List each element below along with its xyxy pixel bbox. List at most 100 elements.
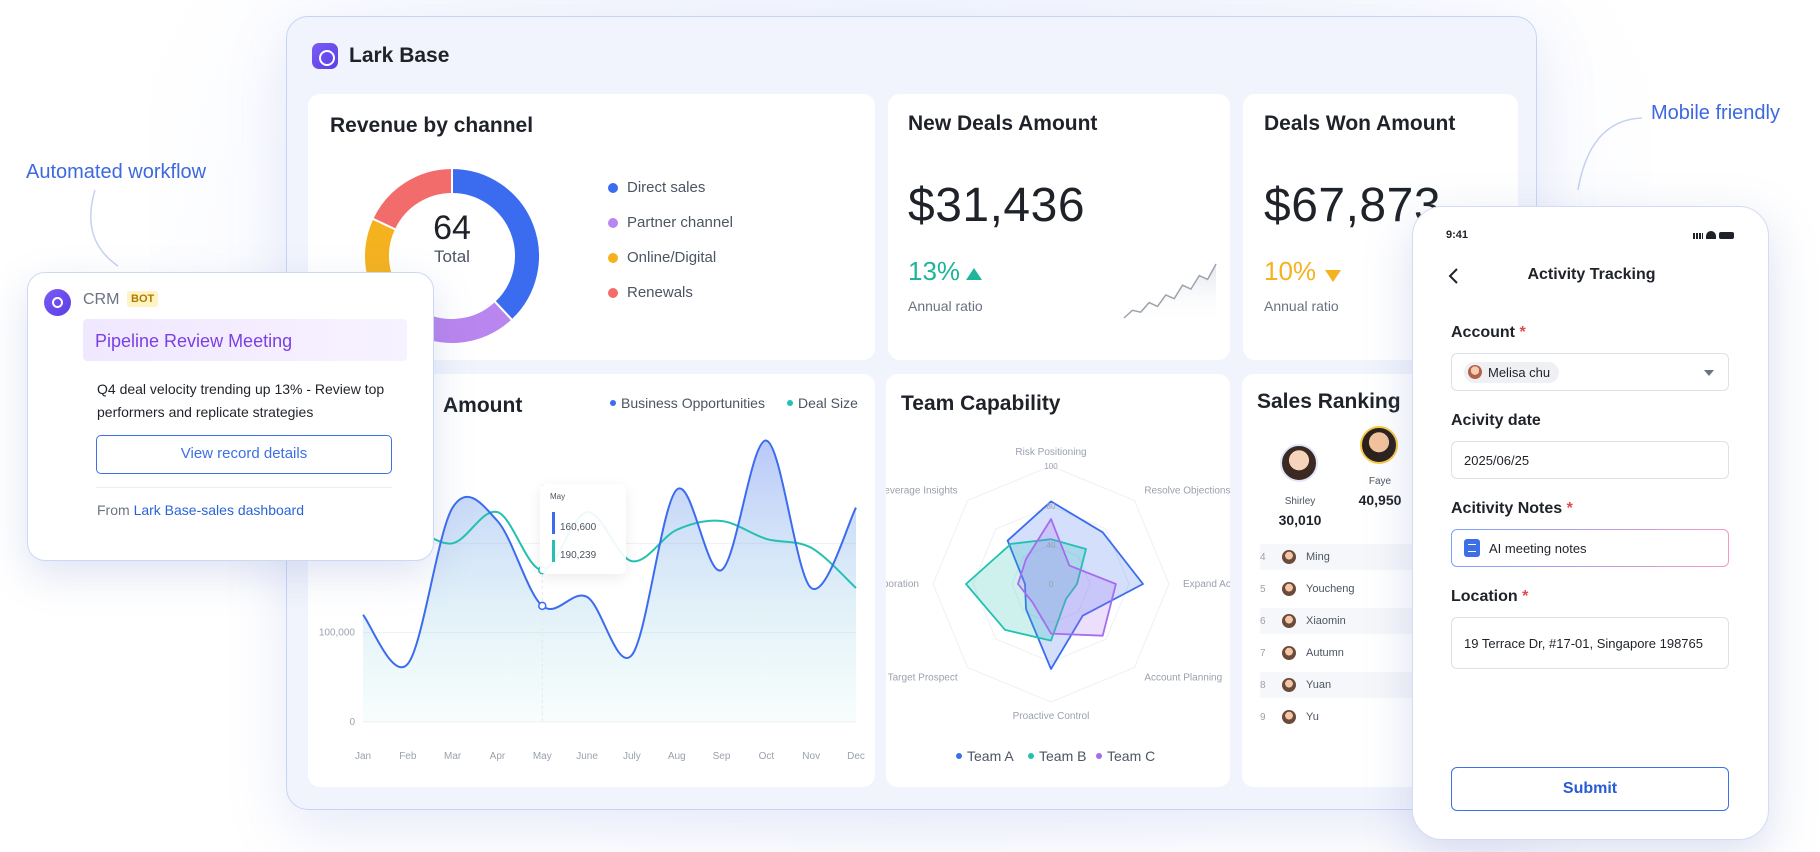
radar-axis-label: Resolve Objections xyxy=(1144,486,1230,497)
x-tick-label: June xyxy=(576,751,598,762)
legend-label: Business Opportunities xyxy=(621,395,765,411)
tooltip-bar-1 xyxy=(552,512,555,534)
rank-number: 6 xyxy=(1260,615,1266,627)
rank-name: Yuan xyxy=(1306,679,1332,691)
legend-direct-sales[interactable]: Direct sales xyxy=(608,179,705,196)
view-record-button[interactable]: View record details xyxy=(96,435,392,474)
list-item[interactable]: 7 Autumn xyxy=(1260,640,1430,666)
list-item[interactable]: 9 Yu xyxy=(1260,704,1430,730)
notes-value: AI meeting notes xyxy=(1489,540,1587,556)
crm-source-line: From Lark Base-sales dashboard xyxy=(97,502,304,518)
rank-number: 9 xyxy=(1260,711,1266,723)
tooltip-bar-2 xyxy=(552,540,555,562)
radar-tick-label: 0 xyxy=(1049,580,1054,589)
new-deals-ratio: 13% xyxy=(908,256,961,286)
chart-tooltip: May 160,600 190,239 xyxy=(540,484,626,574)
avatar xyxy=(1282,678,1296,692)
donut-slice-renewals[interactable] xyxy=(371,166,453,231)
radar-tick-label: 40 xyxy=(1047,541,1056,550)
legend-dot xyxy=(1096,753,1102,759)
label-text: Account xyxy=(1451,324,1515,341)
series-line-business-opportunities xyxy=(362,439,857,669)
mobile-phone: 9:41 Activity Tracking Account * Melisa … xyxy=(1412,206,1769,840)
x-tick-label: Jan xyxy=(355,751,371,762)
radar-axis-label: Risk Positioning xyxy=(1015,447,1086,458)
avatar xyxy=(1282,710,1296,724)
legend-dot xyxy=(608,252,618,263)
amount-area-chart: 200,000100,0000JanFebMarAprMayJuneJulyAu… xyxy=(319,439,865,762)
date-field[interactable]: 2025/06/25 xyxy=(1451,441,1729,479)
radar-series-team-c[interactable] xyxy=(1017,518,1117,637)
new-deals-value: $31,436 xyxy=(908,179,1086,232)
avatar xyxy=(1468,365,1482,379)
legend-renewals[interactable]: Renewals xyxy=(608,284,693,301)
list-item[interactable]: 4 Ming xyxy=(1260,544,1430,570)
rank-top-value: 30,010 xyxy=(1278,512,1322,528)
team-card[interactable]: Team Capability Risk Positioning Resolve … xyxy=(886,374,1230,787)
data-point[interactable] xyxy=(538,601,547,611)
sparkline-area xyxy=(1124,264,1216,324)
required-mark: * xyxy=(1519,324,1526,341)
notes-label: Acitivity Notes * xyxy=(1451,500,1573,518)
chevron-down-icon xyxy=(1704,370,1714,376)
submit-button[interactable]: Submit xyxy=(1451,767,1729,811)
legend-dot xyxy=(608,287,618,298)
location-field[interactable]: 19 Terrace Dr, #17-01, Singapore 198765 xyxy=(1451,617,1729,669)
radar-series-team-b[interactable] xyxy=(965,538,1087,642)
list-item[interactable]: 6 Xiaomin xyxy=(1260,608,1430,634)
rank-name: Autumn xyxy=(1306,647,1344,659)
label-text: Location xyxy=(1451,588,1518,605)
rank-top-name: Faye xyxy=(1368,476,1392,487)
tooltip-value-1: 160,600 xyxy=(560,522,597,533)
account-label: Account * xyxy=(1451,324,1526,342)
wifi-icon xyxy=(1706,231,1716,239)
avatar xyxy=(1282,582,1296,596)
rank-number: 4 xyxy=(1260,551,1266,563)
label-automated-workflow: Automated workflow xyxy=(26,161,207,183)
legend-dot xyxy=(1028,753,1034,759)
legend-label: Team C xyxy=(1107,748,1156,764)
phone-title: Activity Tracking xyxy=(1527,266,1656,283)
account-select[interactable]: Melisa chu xyxy=(1451,353,1729,391)
radar-tick-label: 80 xyxy=(1047,502,1056,511)
meeting-banner: Pipeline Review Meeting xyxy=(83,319,407,361)
notes-field[interactable]: AI meeting notes xyxy=(1451,529,1729,567)
y-tick-label: 0 xyxy=(349,717,355,728)
dashboard-link[interactable]: Lark Base-sales dashboard xyxy=(133,502,304,518)
ranking-title: Sales Ranking xyxy=(1257,390,1401,413)
legend-deal-size[interactable]: Deal Size xyxy=(787,395,858,411)
deals-won-ratio-label: Annual ratio xyxy=(1264,298,1339,314)
rank-name: Youcheng xyxy=(1306,583,1355,595)
team-radar-chart: Risk Positioning Resolve Objections Expand… xyxy=(886,447,1230,722)
legend-partner-channel[interactable]: Partner channel xyxy=(608,214,733,231)
legend-dot xyxy=(610,400,616,406)
legend-label: Online/Digital xyxy=(627,249,717,266)
radar-axis-label: Proactive Control xyxy=(1013,711,1090,722)
x-tick-label: July xyxy=(623,751,641,762)
x-tick-label: May xyxy=(533,751,552,762)
rank-top-name: Shirley xyxy=(1284,496,1316,507)
rank-name: Yu xyxy=(1306,711,1319,723)
back-chevron-icon[interactable] xyxy=(1447,267,1459,285)
battery-icon xyxy=(1719,232,1734,239)
legend-online-digital[interactable]: Online/Digital xyxy=(608,249,716,266)
legend-label: Renewals xyxy=(627,284,693,301)
legend-team-b[interactable]: Team B xyxy=(1028,748,1086,764)
list-item[interactable]: 5 Youcheng xyxy=(1260,576,1430,602)
list-item[interactable]: 8 Yuan xyxy=(1260,672,1430,698)
rank-name: Ming xyxy=(1306,551,1330,563)
legend-label: Deal Size xyxy=(798,395,858,411)
required-mark: * xyxy=(1522,588,1529,605)
date-label: Acivity date xyxy=(1451,412,1541,429)
new-deals-card[interactable]: New Deals Amount $31,436 13% Annual rati… xyxy=(888,94,1230,360)
legend-dot xyxy=(787,400,793,406)
legend-dot xyxy=(608,182,618,193)
crm-source: CRM xyxy=(83,291,120,308)
tooltip-value-2: 190,239 xyxy=(560,550,597,561)
x-tick-label: Oct xyxy=(759,751,775,762)
revenue-title: Revenue by channel xyxy=(330,114,534,137)
legend-business-opportunities[interactable]: Business Opportunities xyxy=(610,395,765,411)
lark-base-logo-icon xyxy=(312,43,338,69)
legend-team-c[interactable]: Team C xyxy=(1096,748,1155,764)
legend-team-a[interactable]: Team A xyxy=(956,748,1014,764)
